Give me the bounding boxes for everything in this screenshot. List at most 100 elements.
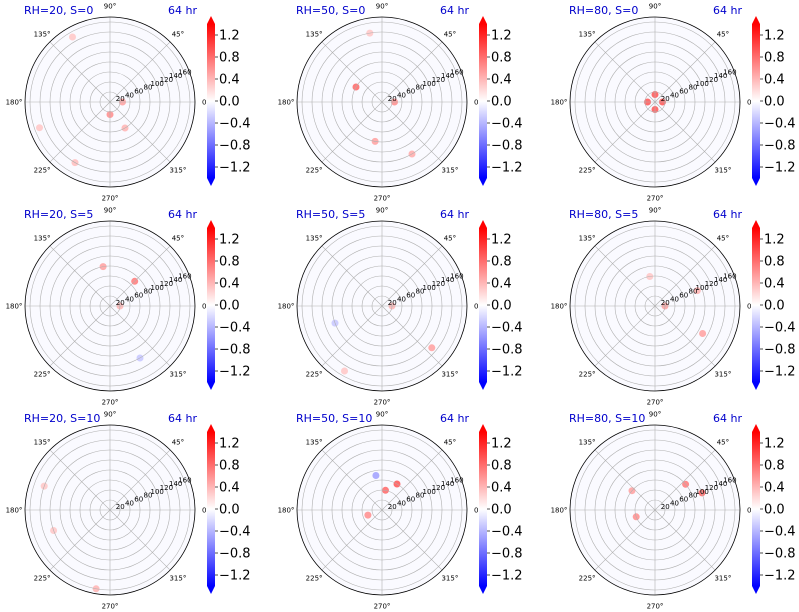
angular-gridline	[49, 449, 111, 511]
r-tick-label: 60	[679, 496, 688, 504]
theta-tick-label: 45°	[444, 439, 456, 447]
theta-tick-label: 135°	[34, 439, 51, 447]
colorbar-extend-max	[752, 16, 760, 24]
panel-time-label: 64 hr	[168, 4, 197, 17]
r-tick-label: 100	[696, 284, 709, 292]
theta-tick-label: 180°	[6, 303, 23, 311]
r-tick-label: 140	[714, 276, 727, 284]
r-tick-label: 80	[416, 288, 425, 296]
theta-tick-label: 225°	[34, 166, 51, 174]
colorbar-tick-label: −0.8	[764, 343, 796, 358]
angular-gridline	[594, 41, 656, 103]
polar-panel: 0°45°90°135°180°225°270°315°20 40 60 801001…	[6, 411, 251, 611]
theta-tick-label: 0°	[747, 303, 755, 311]
theta-tick-label: 90°	[376, 3, 388, 11]
panel-title: RH=50, S=0	[296, 4, 365, 17]
angular-gridline	[109, 41, 171, 103]
field-anomaly	[428, 344, 436, 352]
r-tick-label: 140	[441, 276, 454, 284]
colorbar-tick-label: 1.2	[219, 29, 240, 44]
r-tick-label: 60	[406, 496, 415, 504]
theta-tick-label: 180°	[278, 99, 295, 107]
theta-tick-label: 225°	[34, 370, 51, 378]
field-anomaly	[364, 511, 372, 519]
theta-tick-label: 90°	[649, 411, 661, 419]
r-tick-label: 140	[169, 72, 182, 80]
colorbar-tick-label: −1.2	[764, 569, 796, 584]
angular-gridline	[49, 305, 111, 367]
angular-gridline	[381, 245, 443, 307]
r-tick-label: 140	[441, 480, 454, 488]
theta-tick-label: 180°	[551, 99, 568, 107]
r-tick-label: 80	[416, 492, 425, 500]
r-tick-label: 140	[714, 72, 727, 80]
r-tick-label: 80	[144, 492, 153, 500]
r-tick-label: 100	[696, 80, 709, 88]
polar-frame	[296, 16, 468, 188]
colorbar-tick-label: −1.2	[219, 365, 251, 380]
r-tick-label: 160	[723, 476, 736, 484]
angular-gridline	[109, 245, 171, 307]
angular-gridline	[594, 245, 656, 307]
colorbar-tick-label: 0.4	[491, 73, 512, 88]
polar-frame	[24, 424, 196, 596]
colorbar-tick-label: 0.8	[764, 51, 785, 66]
panel-title: RH=20, S=0	[24, 4, 93, 17]
angular-gridline	[654, 305, 716, 367]
colorbar-tick-label: −0.4	[219, 117, 251, 132]
panel-title: RH=80, S=10	[569, 412, 645, 425]
panel-title: RH=80, S=5	[569, 208, 638, 221]
r-tick-label: 140	[169, 480, 182, 488]
colorbar-tick-label: −0.8	[491, 139, 523, 154]
r-tick-label: 160	[450, 68, 463, 76]
theta-tick-label: 225°	[579, 370, 596, 378]
colorbar-tick-label: −0.8	[491, 343, 523, 358]
theta-tick-label: 135°	[306, 439, 323, 447]
r-tick-label: 40	[125, 295, 134, 303]
polar-panel: 0°45°90°135°180°225°270°315°20 40 60 801001…	[6, 207, 251, 407]
colorbar-tick-label: −0.8	[219, 343, 251, 358]
theta-tick-label: 90°	[376, 411, 388, 419]
r-tick-label: 20	[388, 503, 397, 511]
theta-tick-label: 135°	[306, 235, 323, 243]
r-tick-label: 160	[178, 68, 191, 76]
angular-gridline	[49, 509, 111, 571]
r-tick-label: 60	[134, 496, 143, 504]
r-tick-label: 120	[432, 76, 445, 84]
r-tick-label: 40	[397, 91, 406, 99]
colorbar-tick-label: −0.4	[764, 117, 796, 132]
theta-tick-label: 135°	[579, 439, 596, 447]
angular-gridline	[109, 305, 171, 367]
theta-tick-label: 45°	[172, 31, 184, 39]
r-tick-label: 140	[714, 480, 727, 488]
r-tick-label: 80	[689, 288, 698, 296]
theta-tick-label: 225°	[34, 574, 51, 582]
angular-gridline	[321, 245, 383, 307]
theta-tick-label: 315°	[441, 166, 458, 174]
r-tick-label: 40	[397, 295, 406, 303]
colorbar-extend-min	[752, 586, 760, 594]
theta-tick-label: 0°	[747, 99, 755, 107]
colorbar-tick-label: 1.2	[219, 437, 240, 452]
colorbar-tick-label: −1.2	[219, 161, 251, 176]
colorbar	[207, 24, 215, 178]
polar-frame	[569, 16, 741, 188]
polar-panel: 0°45°90°135°180°225°270°315°20 40 60 801001…	[551, 411, 796, 611]
panel-time-label: 64 hr	[713, 412, 742, 425]
colorbar-extend-min	[479, 178, 487, 186]
angular-gridline	[654, 449, 716, 511]
colorbar-tick-label: 0.4	[764, 277, 785, 292]
colorbar-tick-label: 0.4	[219, 277, 240, 292]
panel-time-label: 64 hr	[440, 208, 469, 221]
theta-tick-label: 315°	[714, 370, 731, 378]
colorbar	[752, 24, 760, 178]
field-anomaly	[341, 367, 348, 375]
theta-tick-label: 315°	[714, 166, 731, 174]
polar-frame	[296, 220, 468, 392]
angular-gridline	[654, 41, 716, 103]
colorbar-tick-label: 0.8	[491, 51, 512, 66]
colorbar	[479, 24, 487, 178]
r-tick-label: 100	[423, 284, 436, 292]
r-tick-label: 100	[151, 80, 164, 88]
colorbar-tick-label: 0.8	[219, 459, 240, 474]
